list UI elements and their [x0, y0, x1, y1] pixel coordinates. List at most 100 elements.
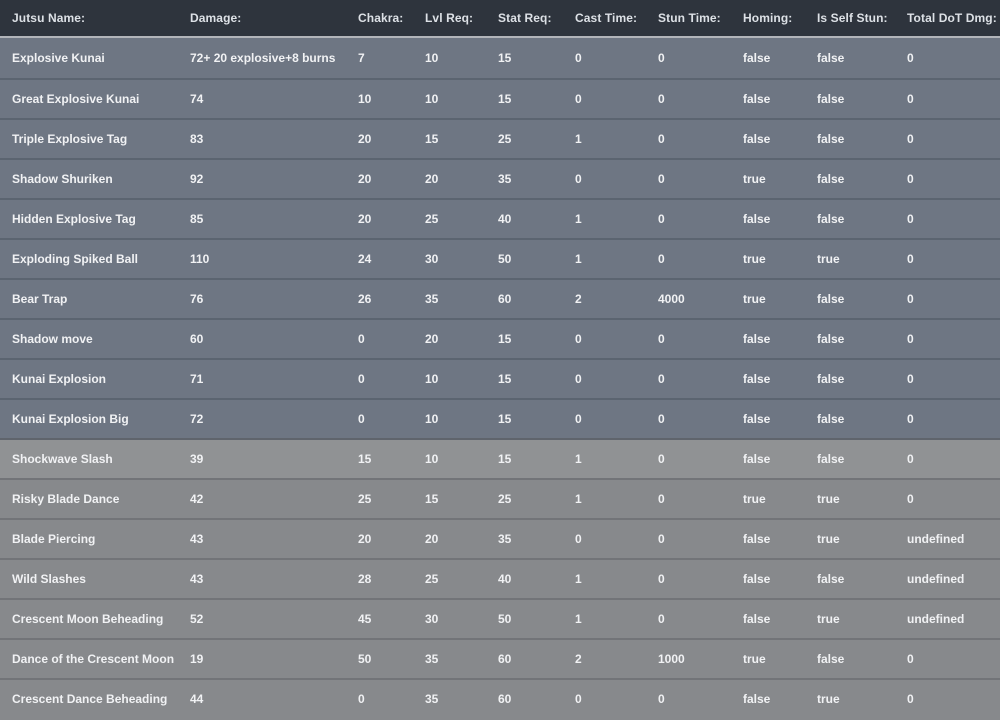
cell-chakra: 50 — [358, 652, 372, 666]
cell-total-dot-dmg: 0 — [907, 652, 914, 666]
cell-total-dot-dmg: 0 — [907, 412, 914, 426]
cell-damage: 43 — [190, 572, 204, 586]
cell-stun-time: 0 — [658, 492, 665, 506]
table-row: Crescent Moon Beheading 52 45 30 50 1 0 false tr… — [0, 598, 1000, 638]
cell-lvl-req: 20 — [425, 172, 439, 186]
cell-damage: 39 — [190, 452, 204, 466]
cell-stat-req: 25 — [498, 492, 512, 506]
table-row: Hidden Explosive Tag 85 20 25 40 1 0 false false… — [0, 198, 1000, 238]
cell-jutsu-name: Triple Explosive Tag — [12, 132, 128, 146]
cell-total-dot-dmg: undefined — [907, 612, 965, 626]
cell-total-dot-dmg: 0 — [907, 292, 914, 306]
cell-is-self-stun: true — [817, 532, 840, 546]
cell-is-self-stun: false — [817, 372, 845, 386]
cell-cast-time: 0 — [575, 372, 582, 386]
cell-chakra: 24 — [358, 252, 372, 266]
table-row: Kunai Explosion 71 0 10 15 0 0 false false 0 — [0, 358, 1000, 398]
cell-total-dot-dmg: undefined — [907, 532, 965, 546]
cell-cast-time: 0 — [575, 532, 582, 546]
cell-lvl-req: 35 — [425, 692, 439, 706]
cell-jutsu-name: Kunai Explosion — [12, 372, 107, 386]
cell-homing: true — [743, 252, 766, 266]
cell-cast-time: 1 — [575, 252, 582, 266]
cell-lvl-req: 30 — [425, 252, 439, 266]
cell-stun-time: 0 — [658, 332, 665, 346]
cell-cast-time: 0 — [575, 92, 582, 106]
cell-chakra: 0 — [358, 372, 365, 386]
cell-cast-time: 1 — [575, 452, 582, 466]
cell-stun-time: 0 — [658, 372, 665, 386]
cell-is-self-stun: false — [817, 92, 845, 106]
cell-stat-req: 40 — [498, 212, 512, 226]
cell-damage: 60 — [190, 332, 204, 346]
cell-chakra: 0 — [358, 412, 365, 426]
cell-jutsu-name: Wild Slashes — [12, 572, 86, 586]
cell-chakra: 20 — [358, 132, 372, 146]
cell-stat-req: 15 — [498, 92, 512, 106]
cell-jutsu-name: Exploding Spiked Ball — [12, 252, 139, 266]
cell-stun-time: 1000 — [658, 652, 685, 666]
cell-lvl-req: 15 — [425, 492, 439, 506]
cell-stat-req: 60 — [498, 692, 512, 706]
table-row: Blade Piercing 43 20 20 35 0 0 false true undefin… — [0, 518, 1000, 558]
cell-is-self-stun: true — [817, 692, 840, 706]
cell-homing: false — [743, 572, 771, 586]
cell-damage: 83 — [190, 132, 204, 146]
cell-homing: false — [743, 332, 771, 346]
cell-chakra: 0 — [358, 692, 365, 706]
cell-homing: false — [743, 692, 771, 706]
cell-chakra: 20 — [358, 532, 372, 546]
cell-stat-req: 60 — [498, 292, 512, 306]
cell-homing: true — [743, 172, 766, 186]
cell-homing: true — [743, 652, 766, 666]
cell-jutsu-name: Great Explosive Kunai — [12, 92, 140, 106]
cell-jutsu-name: Blade Piercing — [12, 532, 96, 546]
cell-total-dot-dmg: 0 — [907, 212, 914, 226]
cell-total-dot-dmg: 0 — [907, 452, 914, 466]
table-row: Crescent Dance Beheading 44 0 35 60 0 0 false tr… — [0, 678, 1000, 718]
table-header-row: Jutsu Name: Damage: Chakra: Lvl Req: Stat Re… — [0, 0, 1000, 38]
column-header-jutsu-name: Jutsu Name: — [12, 11, 86, 25]
cell-total-dot-dmg: 0 — [907, 692, 914, 706]
cell-total-dot-dmg: 0 — [907, 132, 914, 146]
cell-homing: false — [743, 372, 771, 386]
cell-stun-time: 0 — [658, 692, 665, 706]
cell-total-dot-dmg: undefined — [907, 572, 965, 586]
cell-stat-req: 15 — [498, 452, 512, 466]
cell-jutsu-name: Crescent Moon Beheading — [12, 612, 164, 626]
cell-cast-time: 1 — [575, 612, 582, 626]
cell-homing: false — [743, 92, 771, 106]
cell-stun-time: 4000 — [658, 292, 685, 306]
cell-homing: false — [743, 532, 771, 546]
cell-total-dot-dmg: 0 — [907, 92, 914, 106]
cell-damage: 42 — [190, 492, 204, 506]
cell-is-self-stun: false — [817, 652, 845, 666]
cell-cast-time: 0 — [575, 692, 582, 706]
table-row: Explosive Kunai 72+ 20 explosive+8 burns 7… — [0, 38, 1000, 78]
cell-jutsu-name: Shockwave Slash — [12, 452, 113, 466]
cell-homing: false — [743, 612, 771, 626]
cell-stat-req: 35 — [498, 172, 512, 186]
cell-chakra: 0 — [358, 332, 365, 346]
cell-total-dot-dmg: 0 — [907, 492, 914, 506]
cell-is-self-stun: false — [817, 292, 845, 306]
column-header-stun-time: Stun Time: — [658, 11, 721, 25]
cell-stun-time: 0 — [658, 452, 665, 466]
table-row: Shadow Shuriken 92 20 20 35 0 0 true false 0 — [0, 158, 1000, 198]
cell-lvl-req: 10 — [425, 372, 439, 386]
cell-damage: 110 — [190, 252, 210, 266]
cell-lvl-req: 15 — [425, 132, 439, 146]
table-row: Dance of the Crescent Moon 19 50 35 60 2 1000 t… — [0, 638, 1000, 678]
cell-is-self-stun: false — [817, 172, 845, 186]
cell-total-dot-dmg: 0 — [907, 332, 914, 346]
cell-stat-req: 15 — [498, 412, 512, 426]
cell-damage: 74 — [190, 92, 204, 106]
cell-is-self-stun: true — [817, 612, 840, 626]
cell-homing: false — [743, 51, 771, 65]
cell-chakra: 26 — [358, 292, 372, 306]
cell-chakra: 10 — [358, 92, 372, 106]
cell-damage: 43 — [190, 532, 204, 546]
cell-cast-time: 1 — [575, 572, 582, 586]
cell-chakra: 28 — [358, 572, 372, 586]
